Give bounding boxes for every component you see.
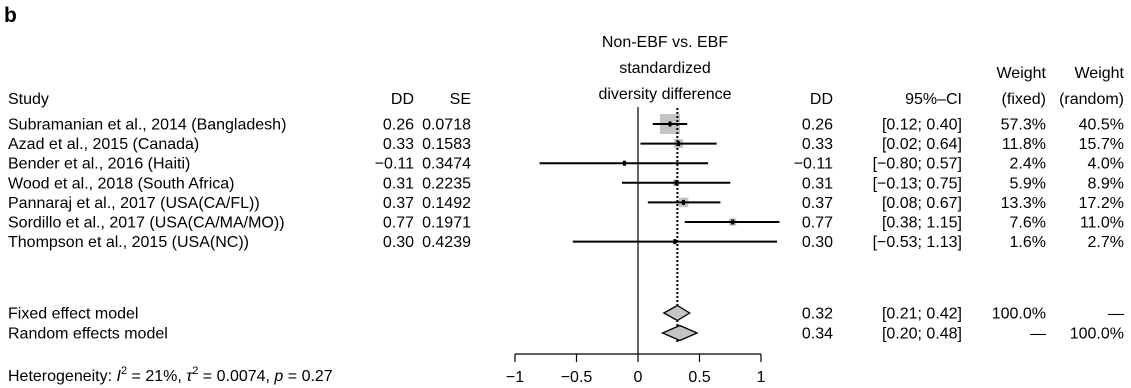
study-name: Pannaraj et al., 2017 (USA(CA/FL))	[8, 195, 260, 212]
study-rows: Subramanian et al., 2014 (Bangladesh) 0.2…	[8, 117, 1124, 343]
study-dd: 0.77	[383, 215, 414, 232]
header-weight-fixed-line-1: Weight	[996, 65, 1046, 82]
pooled-weight-fixed: 100.0%	[992, 306, 1046, 323]
study-weight-random: 2.7%	[1088, 234, 1124, 251]
study-weight-random: 4.0%	[1088, 156, 1124, 173]
study-weight-fixed: 7.6%	[1010, 215, 1046, 232]
study-ci: [−0.53; 1.13]	[873, 234, 962, 251]
study-weight-fixed: 2.4%	[1010, 156, 1046, 173]
study-dd: 0.33	[383, 136, 414, 153]
study-dd-right: 0.26	[802, 117, 833, 134]
study-name: Thompson et al., 2015 (USA(NC))	[8, 234, 249, 251]
pooled-model-name: Fixed effect model	[8, 306, 138, 323]
study-point	[668, 121, 672, 127]
header-weight-random-line-2: (random)	[1059, 91, 1124, 108]
study-weight-random: 11.0%	[1080, 215, 1124, 232]
study-point	[674, 180, 678, 186]
study-se: 0.0718	[422, 117, 471, 134]
header-dd-left: DD	[391, 91, 414, 108]
pooled-weight-random: 100.0%	[1070, 326, 1124, 343]
study-dd: −0.11	[375, 156, 414, 173]
study-weight-fixed: 1.6%	[1010, 234, 1046, 251]
pooled-weight-random: —	[1108, 306, 1124, 323]
header-study: Study	[8, 91, 49, 108]
study-weight-fixed: 5.9%	[1010, 175, 1046, 192]
study-ci: [0.12; 0.40]	[882, 117, 962, 134]
pooled-weight-fixed: —	[1030, 326, 1046, 343]
plot-title-line-1: Non-EBF vs. EBF	[602, 34, 728, 51]
plot-title-line-3: diversity difference	[598, 86, 731, 103]
header-weight-fixed-line-2: (fixed)	[1002, 91, 1046, 108]
heterogeneity-text: Heterogeneity: I2 = 21%, τ2 = 0.0074, p …	[8, 365, 333, 385]
study-se: 0.4239	[422, 234, 471, 251]
study-name: Azad et al., 2015 (Canada)	[8, 136, 199, 153]
pooled-diamond	[662, 304, 691, 322]
study-weight-fixed: 13.3%	[1001, 195, 1046, 212]
x-axis: −1 −0.5 0 0.5 1	[506, 353, 766, 386]
study-weight-random: 8.9%	[1088, 175, 1124, 192]
header-se: SE	[450, 91, 471, 108]
study-point	[677, 141, 681, 147]
study-point	[673, 239, 677, 245]
study-se: 0.1583	[422, 136, 471, 153]
study-ci: [−0.80; 0.57]	[873, 156, 962, 173]
x-axis-tick-label: −1	[506, 369, 524, 386]
study-dd: 0.26	[383, 117, 414, 134]
study-name: Sordillo et al., 2017 (USA(CA/MA/MO))	[8, 215, 285, 232]
plot-marks	[539, 107, 780, 354]
study-se: 0.1492	[422, 195, 471, 212]
study-ci: [0.38; 1.15]	[882, 215, 962, 232]
study-dd: 0.31	[383, 175, 414, 192]
pooled-ci: [0.20; 0.48]	[882, 326, 962, 343]
study-weight-random: 17.2%	[1079, 195, 1124, 212]
study-dd: 0.37	[383, 195, 414, 212]
study-se: 0.2235	[422, 175, 471, 192]
panel-label: b	[4, 4, 17, 27]
study-point	[622, 160, 626, 166]
pooled-dd: 0.32	[802, 306, 833, 323]
header-weight-random-line-1: Weight	[1074, 65, 1124, 82]
header-dd-right: DD	[810, 91, 833, 108]
study-dd: 0.30	[383, 234, 414, 251]
study-dd-right: 0.33	[802, 136, 833, 153]
study-point	[731, 219, 735, 225]
study-weight-random: 15.7%	[1079, 136, 1124, 153]
x-axis-tick-label: −0.5	[561, 369, 593, 386]
study-dd-right: −0.11	[794, 156, 833, 173]
plot-title-line-2: standardized	[619, 60, 711, 77]
x-axis-tick-label: 0	[634, 369, 643, 386]
study-weight-fixed: 11.8%	[1002, 136, 1046, 153]
study-se: 0.3474	[422, 156, 471, 173]
header-ci: 95%–CI	[905, 91, 962, 108]
study-name: Bender et al., 2016 (Haiti)	[8, 156, 190, 173]
study-weight-random: 40.5%	[1079, 117, 1124, 134]
x-axis-tick-label: 0.5	[688, 369, 710, 386]
study-name: Wood et al., 2018 (South Africa)	[8, 175, 235, 192]
study-dd-right: 0.31	[802, 175, 833, 192]
x-axis-tick-label: 1	[757, 369, 766, 386]
pooled-ci: [0.21; 0.42]	[882, 306, 962, 323]
pooled-model-name: Random effects model	[8, 326, 168, 343]
study-dd-right: 0.30	[802, 234, 833, 251]
pooled-dd: 0.34	[802, 326, 833, 343]
study-ci: [0.08; 0.67]	[882, 195, 962, 212]
study-se: 0.1971	[422, 215, 471, 232]
study-name: Subramanian et al., 2014 (Bangladesh)	[8, 117, 286, 134]
study-dd-right: 0.37	[802, 195, 833, 212]
study-weight-fixed: 57.3%	[1001, 117, 1046, 134]
study-ci: [0.02; 0.64]	[882, 136, 962, 153]
pooled-diamond	[660, 324, 699, 342]
study-dd-right: 0.77	[802, 215, 833, 232]
study-point	[682, 199, 686, 205]
study-ci: [−0.13; 0.75]	[873, 175, 962, 192]
